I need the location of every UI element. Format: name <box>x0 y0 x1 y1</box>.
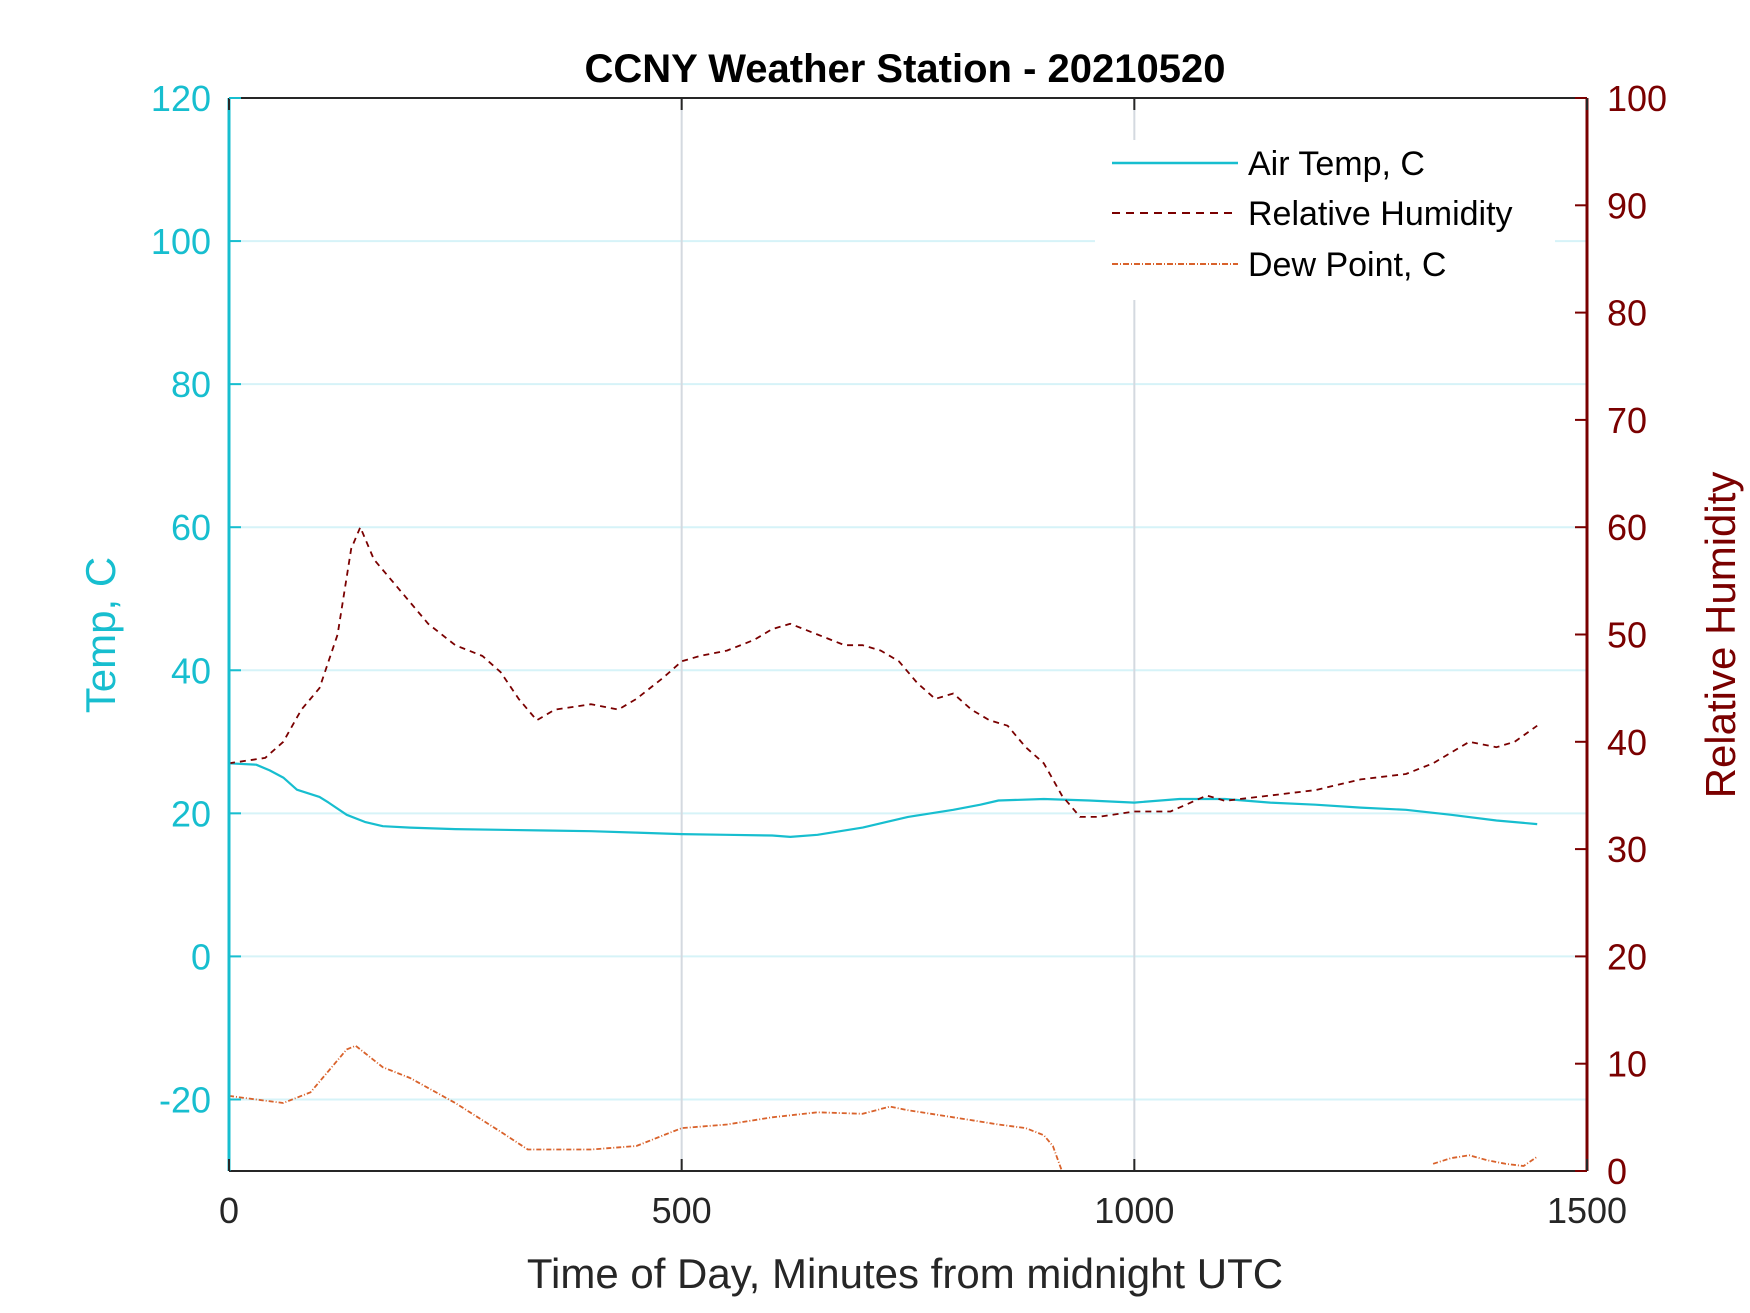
y-tick-label-left: 80 <box>171 364 211 405</box>
y-tick-label-right: 90 <box>1607 185 1647 226</box>
x-tick-label: 0 <box>219 1190 239 1231</box>
y-tick-label-right: 80 <box>1607 293 1647 334</box>
series-line-2 <box>229 1044 1063 1171</box>
legend: Air Temp, C Relative Humidity Dew Point,… <box>1095 140 1555 300</box>
y-tick-label-right: 70 <box>1607 400 1647 441</box>
legend-label-humidity: Relative Humidity <box>1248 195 1513 233</box>
legend-box <box>1095 140 1555 300</box>
y-tick-label-left: 100 <box>151 221 211 262</box>
y-tick-label-right: 50 <box>1607 615 1647 656</box>
legend-label-dew-point: Dew Point, C <box>1248 246 1446 284</box>
axes <box>227 97 1589 1172</box>
y-axis-label-left: Temp, C <box>77 557 124 713</box>
y-tick-label-left: 20 <box>171 793 211 834</box>
y-tick-label-right: 60 <box>1607 507 1647 548</box>
series-line-3 <box>1432 1154 1538 1167</box>
y-axis-label-right: Relative Humidity <box>1697 472 1744 799</box>
y-tick-label-right: 100 <box>1607 78 1667 119</box>
y-tick-label-right: 0 <box>1607 1151 1627 1192</box>
x-tick-label: 1000 <box>1094 1190 1174 1231</box>
y-tick-label-left: 60 <box>171 507 211 548</box>
y-tick-label-left: 120 <box>151 78 211 119</box>
y-tick-label-right: 40 <box>1607 722 1647 763</box>
y-tick-label-right: 20 <box>1607 936 1647 977</box>
series-line-1 <box>229 526 1538 818</box>
y-tick-label-right: 30 <box>1607 829 1647 870</box>
chart-title: CCNY Weather Station - 20210520 <box>585 47 1226 91</box>
y-tick-label-left: 40 <box>171 650 211 691</box>
x-axis-label: Time of Day, Minutes from midnight UTC <box>527 1250 1283 1297</box>
y-tick-label-left: 0 <box>191 936 211 977</box>
x-tick-label: 1500 <box>1547 1190 1627 1231</box>
tick-labels: 0 500 1000 1500 -20 0 20 40 60 80 100 120 0 10 20 30 40 5… <box>151 78 1667 1231</box>
y-tick-label-right: 10 <box>1607 1044 1647 1085</box>
legend-label-air-temp: Air Temp, C <box>1248 145 1425 183</box>
y-tick-label-left: -20 <box>159 1079 211 1120</box>
series-line-0 <box>229 762 1538 839</box>
x-tick-label: 500 <box>652 1190 712 1231</box>
data-series <box>229 526 1538 1171</box>
